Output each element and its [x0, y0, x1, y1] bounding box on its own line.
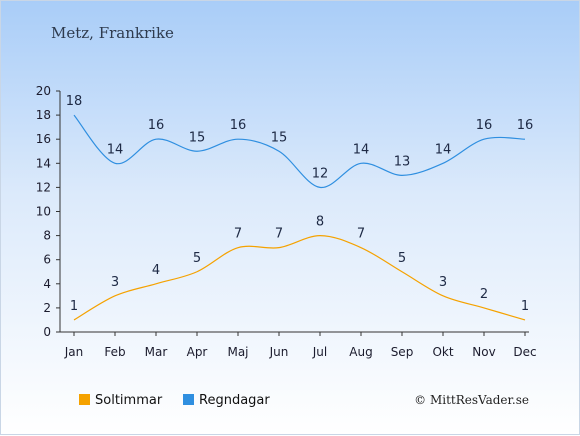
series-line-soltimmar [73, 234, 526, 321]
data-label-soltimmar: 1 [70, 299, 78, 314]
data-label-soltimmar: 7 [234, 227, 242, 242]
data-label-soltimmar: 8 [316, 215, 324, 230]
data-label-regndagar: 14 [435, 142, 452, 157]
x-tick-label: Jun [269, 345, 289, 359]
legend: Soltimmar Regndagar [79, 393, 270, 408]
data-label-regndagar: 16 [517, 118, 534, 133]
data-label-regndagar: 12 [312, 166, 329, 181]
x-tick-label: Aug [349, 345, 372, 359]
data-label-regndagar: 14 [107, 142, 124, 157]
data-label-soltimmar: 3 [111, 275, 119, 290]
data-label-regndagar: 18 [66, 94, 83, 109]
data-label-soltimmar: 5 [398, 251, 406, 266]
x-tick-label: Okt [432, 345, 453, 359]
data-label-soltimmar: 2 [480, 287, 488, 302]
legend-label-soltimmar: Soltimmar [95, 393, 163, 408]
data-label-regndagar: 15 [271, 130, 288, 145]
legend-swatch-regndagar [183, 394, 194, 405]
series-layer [73, 114, 526, 321]
data-label-regndagar: 16 [230, 118, 247, 133]
series-line-regndagar [73, 114, 526, 189]
x-tick-label: Apr [187, 345, 208, 359]
y-tick-label: 14 [36, 156, 51, 170]
data-label-soltimmar: 4 [152, 263, 160, 278]
x-tick-label: Feb [104, 345, 125, 359]
data-label-regndagar: 16 [148, 118, 165, 133]
y-tick-label: 16 [36, 132, 51, 146]
x-tick-label: Jan [64, 345, 84, 359]
data-label-soltimmar: 7 [275, 227, 283, 242]
x-tick-label: Nov [472, 345, 495, 359]
data-label-soltimmar: 3 [439, 275, 447, 290]
credit-text: © MittResVader.se [414, 393, 529, 407]
x-tick-label: Maj [227, 345, 248, 359]
x-tick-label: Sep [391, 345, 414, 359]
data-label-regndagar: 14 [353, 142, 370, 157]
y-tick-label: 10 [36, 205, 51, 219]
y-tick-label: 2 [43, 301, 51, 315]
y-tick-label: 0 [43, 325, 51, 339]
y-tick-label: 6 [43, 253, 51, 267]
y-tick-label: 20 [36, 84, 51, 98]
x-tick-label: Mar [145, 345, 168, 359]
data-label-regndagar: 13 [394, 154, 411, 169]
legend-label-regndagar: Regndagar [199, 393, 270, 408]
data-label-soltimmar: 1 [521, 299, 529, 314]
chart-title: Metz, Frankrike [51, 24, 174, 42]
x-tick-label: Jul [312, 345, 327, 359]
data-label-soltimmar: 5 [193, 251, 201, 266]
legend-swatch-soltimmar [79, 394, 90, 405]
data-label-regndagar: 16 [476, 118, 493, 133]
data-label-soltimmar: 7 [357, 227, 365, 242]
x-tick-label: Dec [513, 345, 536, 359]
y-tick-label: 12 [36, 180, 51, 194]
y-tick-label: 4 [43, 277, 51, 291]
y-tick-label: 18 [36, 108, 51, 122]
data-label-regndagar: 15 [189, 130, 206, 145]
y-tick-label: 8 [43, 229, 51, 243]
